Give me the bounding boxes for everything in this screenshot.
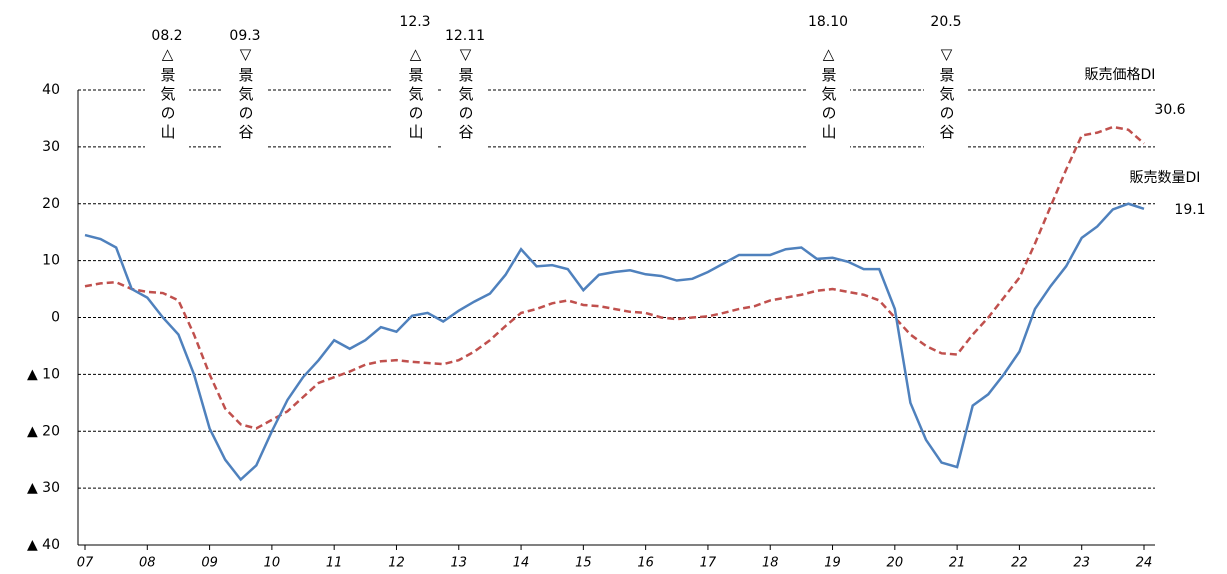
x-tick-label: 13 [450,556,467,571]
series-line [84,202,1145,482]
x-tick-label: 11 [326,556,343,571]
x-tick-label: 23 [1073,556,1090,571]
annotation-date: 12.11 [445,28,485,44]
annotation-bg [145,40,189,166]
y-tick-label: 30 [42,139,60,155]
x-tick-label: 19 [824,556,841,571]
x-tick-label: 07 [77,556,94,571]
legend-label: 販売数量DI [1130,170,1201,186]
legend-label: 販売価格DI [1085,67,1156,83]
annotation-date: 20.5 [930,14,961,30]
y-tick-label: ▲ 30 [27,480,60,496]
series-line [84,125,1145,430]
annotation-bg [924,40,968,166]
annotation-label: ▽景気の谷 [237,45,255,143]
annotation-bg [443,40,487,166]
x-tick-label: 17 [700,556,717,571]
annotation-label: ▽景気の谷 [457,45,475,143]
y-tick-label: ▲ 40 [27,537,60,553]
annotation-bg [806,40,850,166]
annotation-label: △景気の山 [820,45,838,143]
x-tick-label: 15 [575,556,592,571]
legend-bg [1115,168,1215,188]
x-tick-label: 16 [637,556,654,571]
x-tick-label: 18 [762,556,779,571]
y-tick-label: ▲ 20 [27,423,60,439]
y-tick-label: 20 [42,196,60,212]
annotation-bg [223,40,267,166]
annotation-date: 09.3 [229,28,260,44]
annotation-date: 08.2 [151,28,182,44]
x-tick-label: 08 [139,556,156,571]
annotation-label: ▽景気の谷 [938,45,956,143]
x-tick-label: 10 [264,556,281,571]
x-tick-label: 20 [887,556,904,571]
x-tick-label: 09 [201,556,218,571]
x-tick-label: 12 [388,556,405,571]
annotation-date: 12.3 [399,14,430,30]
y-tick-label: 0 [51,310,60,326]
annotation-label: △景気の山 [407,45,425,143]
value-label: 30.6 [1154,102,1185,118]
annotation-label: △景気の山 [159,45,177,143]
y-tick-label: ▲ 10 [27,366,60,382]
legend-bg [1070,65,1170,85]
x-tick-label: 14 [513,556,530,571]
annotation-date: 18.10 [808,14,848,30]
x-tick-label: 21 [949,556,966,571]
x-tick-label: 22 [1011,556,1028,571]
x-tick-label: 24 [1136,556,1153,571]
value-label: 19.1 [1174,202,1205,218]
y-tick-label: 10 [42,253,60,269]
annotation-bg [393,40,437,166]
y-tick-label: 40 [42,82,60,98]
